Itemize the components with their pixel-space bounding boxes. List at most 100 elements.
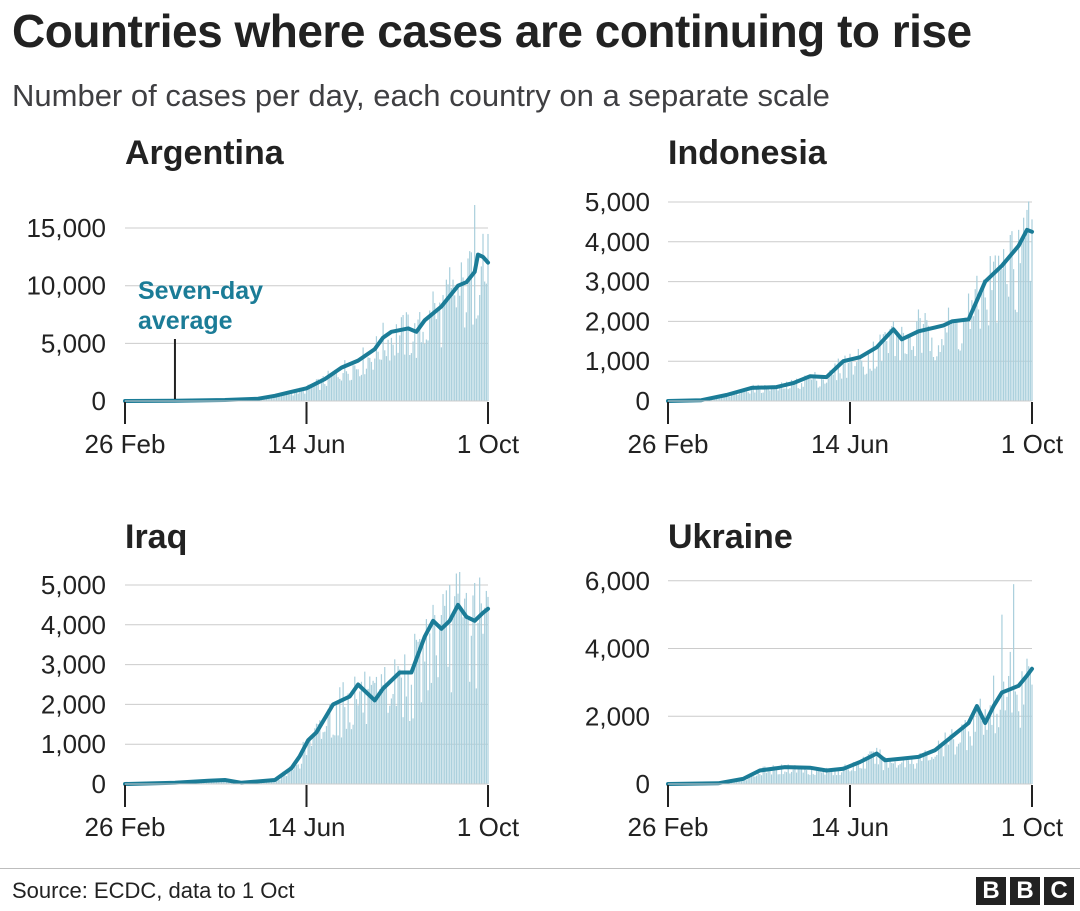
daily-case-bar [340,380,343,401]
daily-case-bar [869,751,871,784]
daily-case-bar [737,394,739,401]
daily-case-bar [420,342,422,401]
daily-case-bar [472,595,474,784]
daily-case-bar [287,770,289,784]
daily-case-bar [894,356,896,401]
daily-case-bar [822,379,824,401]
daily-case-bar [812,774,814,784]
daily-case-bar [969,328,971,401]
daily-case-bar [419,312,421,401]
daily-case-bar [1013,584,1015,784]
daily-case-bar [329,704,331,784]
daily-case-bar [297,393,299,401]
daily-case-bar [769,390,771,401]
daily-case-bar [999,709,1001,784]
daily-case-bar [357,705,359,784]
y-tick-label: 0 [636,769,650,799]
daily-case-bar [877,343,879,401]
daily-case-bar [460,611,462,784]
daily-case-bar [824,774,826,784]
daily-case-bar [949,324,951,401]
daily-case-bar [962,321,965,401]
daily-case-bar [405,312,408,401]
daily-case-bar [322,732,324,784]
daily-case-bar [989,705,991,784]
daily-case-bar [475,688,477,784]
daily-case-bar [372,369,374,401]
daily-case-bar [462,617,464,784]
daily-case-bar [444,303,446,401]
source-note: Source: ECDC, data to 1 Oct [12,878,295,903]
daily-case-bar [814,774,816,784]
daily-case-bar [891,762,893,784]
daily-case-bar [874,763,876,784]
daily-case-bar [810,379,813,401]
daily-case-bar [816,380,818,401]
daily-case-bar [947,307,950,401]
daily-case-bar [817,768,819,784]
daily-case-bar [927,760,930,784]
daily-case-bar [417,641,419,784]
daily-case-bar [314,384,316,401]
daily-case-bar [992,675,995,784]
daily-case-bar [765,387,768,401]
daily-case-bar [896,767,898,784]
daily-case-bar [821,772,823,784]
daily-case-bar [472,324,474,401]
daily-case-bar [294,393,296,401]
daily-case-bar [762,392,764,401]
daily-case-bar [799,388,801,401]
daily-case-bar [485,590,487,784]
daily-case-bar [380,359,383,401]
daily-case-bar [886,760,888,784]
daily-case-bar [290,392,293,401]
daily-case-bar [787,389,789,401]
daily-case-bar [946,332,948,401]
daily-case-bar [859,356,861,401]
daily-case-bar [420,702,422,784]
daily-case-bar [852,762,854,784]
daily-case-bar [745,780,748,784]
daily-case-bar [764,384,766,401]
x-tick-label: 26 Feb [628,429,709,459]
daily-case-bar [999,270,1001,401]
daily-case-bar [976,708,978,784]
daily-case-bar [917,759,920,784]
daily-case-bar [792,769,794,784]
daily-case-bar [370,361,373,401]
daily-case-bar [931,337,933,401]
daily-case-bar [881,360,883,401]
daily-case-bar [904,353,906,401]
daily-case-bar [407,314,409,401]
daily-case-bar [360,681,363,784]
daily-case-bar [1021,671,1023,784]
daily-case-bar [800,769,803,784]
daily-case-bar [332,734,334,784]
daily-case-bar [817,387,819,401]
daily-case-bar [270,780,273,784]
daily-case-bar [752,776,754,784]
daily-case-bar [367,357,369,401]
daily-case-bar [914,356,916,401]
daily-case-bar [879,749,881,784]
daily-case-bar [340,737,343,784]
daily-case-bar [797,388,799,401]
daily-case-bar [912,764,915,784]
daily-case-bar [484,607,486,784]
daily-case-bar [822,769,824,784]
daily-case-bar [1001,614,1003,784]
daily-case-bar [425,619,427,784]
daily-case-bar [802,772,804,784]
daily-case-bar [832,374,834,401]
daily-case-bar [952,739,955,784]
daily-case-bar [921,352,923,401]
daily-case-bar [744,778,746,784]
daily-case-bar [322,376,324,401]
daily-case-bar [730,392,733,401]
daily-case-bar [382,322,384,401]
daily-case-bar [884,756,886,784]
daily-case-bar [886,341,888,401]
daily-case-bar [857,762,859,784]
daily-case-bar [754,392,756,401]
daily-case-bar [952,321,955,401]
